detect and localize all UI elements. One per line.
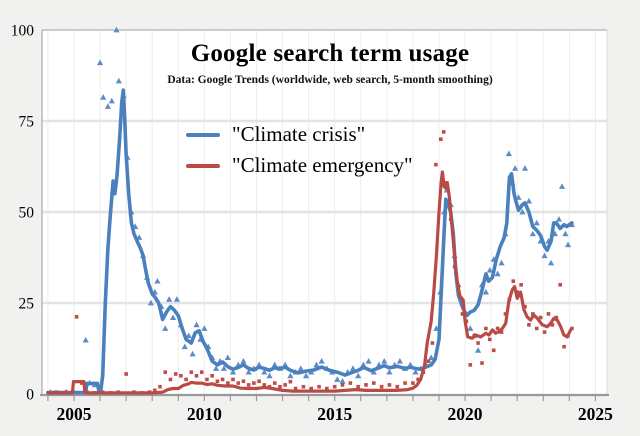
legend-item-climate-crisis: "Climate crisis" [186,119,413,150]
chart-title: Google search term usage [190,40,470,67]
svg-text:25: 25 [19,296,35,313]
svg-text:2020: 2020 [448,404,483,424]
legend-line-sample-blue [186,132,220,137]
svg-text:2025: 2025 [578,404,613,424]
x-axis-ticks [47,396,597,401]
svg-text:100: 100 [11,23,35,40]
svg-text:50: 50 [19,205,35,222]
legend: "Climate crisis" "Climate emergency" [186,119,413,181]
x-axis-tick-labels: 2005 2010 2015 2020 2025 [57,404,614,424]
series-climate-emergency-line [46,170,573,395]
legend-label-climate-emergency: "Climate emergency" [232,153,413,177]
svg-text:2010: 2010 [187,404,222,424]
legend-label-climate-crisis: "Climate crisis" [232,122,366,146]
svg-text:75: 75 [19,114,35,131]
series-climate-crisis-line [46,88,574,395]
svg-text:2015: 2015 [317,404,352,424]
svg-text:2005: 2005 [57,404,92,424]
svg-text:0: 0 [26,387,34,404]
legend-line-sample-red [186,163,220,168]
legend-item-climate-emergency: "Climate emergency" [186,150,413,181]
y-axis-tick-labels: 0 25 50 75 100 [11,23,35,404]
chart-subtitle: Data: Google Trends (worldwide, web sear… [167,74,493,86]
horizontal-gridlines [42,119,607,305]
